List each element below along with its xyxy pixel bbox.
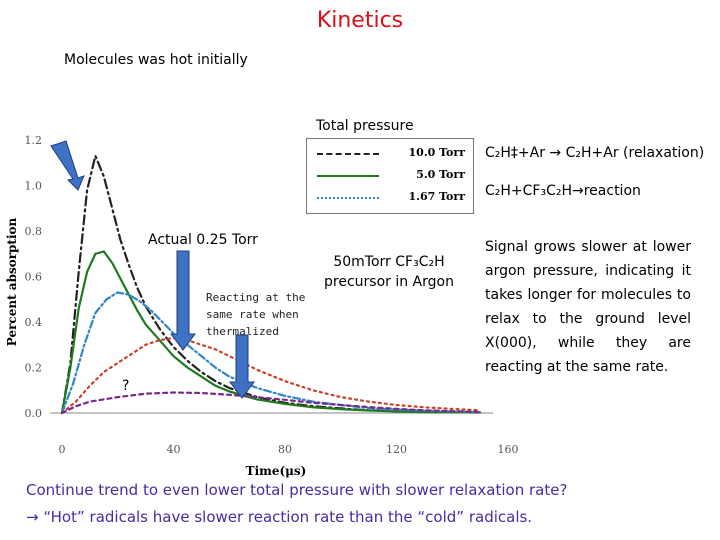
x-tick-label: 160 <box>498 443 519 456</box>
y-tick-label: 1.0 <box>25 180 43 193</box>
arrow-thermalized <box>229 334 255 399</box>
legend-label: 1.67 Torr <box>408 190 465 203</box>
legend-item: 10.0 Torr <box>315 145 467 163</box>
x-tick-label: 80 <box>278 443 292 456</box>
footer-conclusion: → “Hot” radicals have slower reaction ra… <box>26 508 533 526</box>
total-pressure-label: Total pressure <box>316 118 414 134</box>
reacting-line-1: Reacting at the <box>206 291 306 304</box>
x-tick-label: 40 <box>167 443 181 456</box>
precursor-line-2: precursor in Argon <box>324 274 454 290</box>
precursor-line-1: 50mTorr CF₃C₂H <box>333 254 445 270</box>
reaction-annotation: C₂H+CF₃C₂H→reaction <box>485 183 641 199</box>
question-mark: ? <box>122 378 130 394</box>
relaxation-annotation: C₂H‡+Ar → C₂H+Ar (relaxation) <box>485 145 705 161</box>
legend-item: 5.0 Torr <box>315 167 467 185</box>
reacting-line-2: same rate when <box>206 308 299 321</box>
series-line-3 <box>60 336 482 415</box>
y-tick-label: 0.0 <box>25 407 43 420</box>
legend-item: 1.67 Torr <box>315 189 467 207</box>
plot-area: 0.0 0.2 0.4 0.6 0.8 1.0 1.2 0 40 80 120 160 <box>25 134 519 456</box>
signal-explanation: Signal grows slower at lower argon press… <box>485 239 691 375</box>
reacting-line-3: thermalized <box>206 325 279 338</box>
precursor-label: 50mTorr CF₃C₂H precursor in Argon <box>324 252 454 292</box>
arrow-actual-pressure <box>170 250 196 351</box>
y-tick-label: 0.6 <box>25 271 43 284</box>
legend-swatch <box>317 175 379 177</box>
footer-question: Continue trend to even lower total press… <box>26 481 568 499</box>
y-tick-label: 0.2 <box>25 362 43 375</box>
chart-legend: 10.0 Torr 5.0 Torr 1.67 Torr <box>306 138 474 214</box>
x-tick-label: 120 <box>386 443 407 456</box>
x-axis-label: Time(μs) <box>246 464 307 478</box>
legend-label: 5.0 Torr <box>416 168 465 181</box>
legend-swatch <box>317 153 379 155</box>
arrow-to-peak <box>50 140 85 191</box>
x-tick-label: 0 <box>59 443 66 456</box>
y-tick-label: 0.8 <box>25 225 43 238</box>
y-tick-label: 1.2 <box>25 134 43 147</box>
legend-swatch <box>317 197 379 199</box>
slide-subtitle: Molecules was hot initially <box>64 52 248 68</box>
legend-label: 10.0 Torr <box>408 146 465 159</box>
reacting-note: Reacting at the same rate when thermaliz… <box>206 289 305 340</box>
y-axis-label: Percent absorption <box>5 217 19 346</box>
actual-pressure-label: Actual 0.25 Torr <box>148 232 258 248</box>
y-tick-label: 0.4 <box>25 316 43 329</box>
arrows <box>50 140 255 399</box>
slide-title: Kinetics <box>316 8 404 33</box>
series-line-1 <box>60 250 482 415</box>
